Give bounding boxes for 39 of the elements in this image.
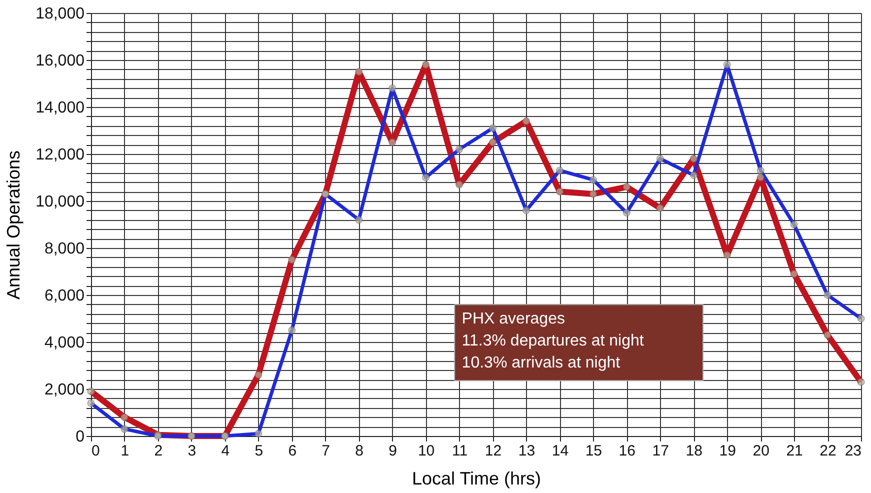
annotation: PHX averages <box>462 310 565 328</box>
y-axis-title: Annual Operations <box>4 150 24 300</box>
y-tick-label: 16,000 <box>36 52 85 70</box>
y-tick-label: 0 <box>76 428 85 446</box>
x-tick-label: 12 <box>484 442 502 460</box>
x-tick-label: 15 <box>585 442 602 460</box>
x-tick-label: 7 <box>322 442 330 460</box>
x-tick-label: 11 <box>452 442 468 460</box>
x-tick-label: 0 <box>92 442 100 460</box>
y-tick-label: 2,000 <box>44 382 85 398</box>
x-tick-label: 20 <box>752 442 770 460</box>
x-tick-label: 1 <box>120 442 130 460</box>
y-tick-label: 4,000 <box>44 334 85 352</box>
y-tick-label: 6,000 <box>44 288 85 304</box>
x-tick-label: 2 <box>154 442 163 460</box>
x-tick-label: 3 <box>188 442 196 460</box>
y-tick-label: 10,000 <box>36 194 85 210</box>
x-tick-label: 19 <box>719 442 736 460</box>
x-tick-label: 9 <box>388 442 397 460</box>
x-tick-label: 8 <box>355 442 364 460</box>
x-tick-label: 6 <box>288 442 297 460</box>
y-tick-label: 18,000 <box>36 6 85 22</box>
x-tick-label: 17 <box>652 442 669 460</box>
x-tick-label: 22 <box>820 442 836 460</box>
x-tick-label: 21 <box>786 442 803 460</box>
x-tick-label: 18 <box>686 442 702 460</box>
y-tick-label: 8,000 <box>44 240 85 258</box>
x-tick-label: 14 <box>552 442 569 460</box>
y-tick-label: 14,000 <box>36 100 85 116</box>
x-tick-label: 5 <box>254 442 264 460</box>
annotation: 10.3% arrivals at night <box>462 354 621 372</box>
y-tick-label: 12,000 <box>36 146 85 164</box>
x-tick-label: 4 <box>221 442 230 460</box>
annotation: 11.3% departures at night <box>462 332 644 350</box>
x-tick-label: 10 <box>418 442 435 460</box>
x-tick-label: 16 <box>618 442 636 460</box>
x-axis-title: Local Time (hrs) <box>412 468 542 488</box>
x-tick-label: 13 <box>518 442 536 460</box>
x-tick-label: 23 <box>844 442 862 460</box>
